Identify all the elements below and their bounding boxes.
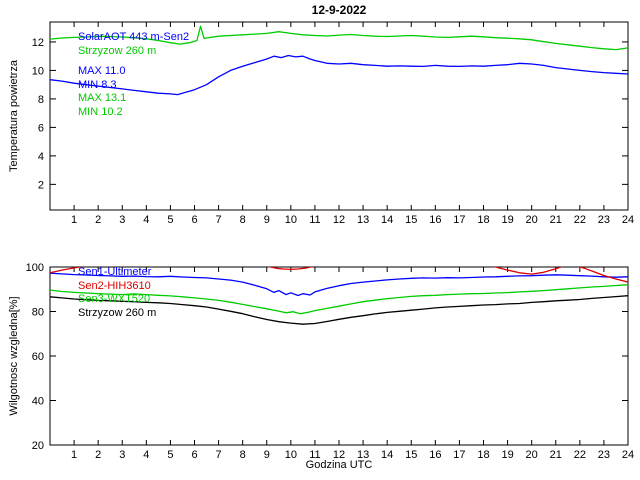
- x-tick-label: 21: [550, 214, 562, 226]
- series-sen3-wxt520: [50, 284, 628, 315]
- chart-title: 12-9-2022: [311, 3, 367, 17]
- legend-item: Strzyzow 260 m: [78, 306, 157, 319]
- x-tick-label: 5: [167, 214, 173, 226]
- x-tick-label: 9: [264, 214, 270, 226]
- x-tick-label: 8: [240, 449, 246, 461]
- series-sen2-hih3610: [50, 267, 628, 283]
- x-tick-label: 15: [405, 214, 417, 226]
- x-tick-label: 1: [71, 214, 77, 226]
- y-tick-label: 10: [32, 65, 44, 77]
- y-tick-label: 20: [32, 440, 44, 452]
- legend-item: Sen1-Ultimeter: [78, 266, 152, 278]
- legend-item: Strzyzow 260 m: [78, 44, 157, 57]
- x-tick-label: 13: [357, 449, 369, 461]
- legend-top-chart: SolarAOT 443 m-Sen2 Strzyzow 260 m MAX 11.…: [78, 31, 189, 119]
- x-tick-label: 15: [405, 449, 417, 461]
- x-tick-label: 20: [526, 214, 538, 226]
- x-tick-label: 11: [309, 449, 320, 461]
- x-tick-label: 10: [285, 449, 297, 461]
- x-tick-label: 11: [309, 214, 320, 226]
- x-tick-label: 14: [381, 214, 393, 226]
- legend-item: MAX 11.0: [78, 65, 126, 77]
- x-tick-label: 2: [95, 449, 101, 461]
- y-tick-label: 6: [38, 122, 44, 134]
- y-tick-label: 60: [32, 351, 44, 363]
- x-tick-label: 19: [501, 214, 513, 226]
- bottom-y-axis-label: Wilgotnosc wzgledna[%]: [8, 296, 20, 416]
- x-tick-label: 23: [598, 214, 610, 226]
- x-tick-label: 1: [71, 449, 77, 461]
- legend-item: MIN 8.3: [78, 78, 117, 91]
- x-tick-label: 12: [333, 449, 345, 461]
- y-tick-label: 4: [38, 151, 44, 163]
- x-tick-label: 24: [622, 449, 634, 461]
- x-tick-label: 3: [119, 214, 125, 226]
- y-tick-label: 2: [38, 179, 44, 191]
- x-tick-label: 16: [429, 449, 441, 461]
- x-tick-label: 7: [216, 214, 222, 226]
- x-tick-label: 3: [119, 449, 125, 461]
- x-tick-label: 4: [143, 449, 149, 461]
- legend-item: SolarAOT 443 m-Sen2: [78, 31, 190, 43]
- y-tick-label: 100: [26, 262, 44, 274]
- x-tick-label: 12: [333, 214, 345, 226]
- x-tick-label: 18: [477, 214, 489, 226]
- legend-item: Sen2-HIH3610: [78, 279, 151, 292]
- x-tick-label: 22: [574, 449, 586, 461]
- y-tick-label: 80: [32, 307, 44, 319]
- x-tick-label: 16: [429, 214, 441, 226]
- x-tick-label: 4: [143, 214, 149, 226]
- x-tick-label: 22: [574, 214, 586, 226]
- x-tick-label: 24: [622, 214, 634, 226]
- series-strzyzow-260-m: [50, 25, 628, 51]
- x-tick-label: 21: [550, 449, 562, 461]
- legend-item: Sen3-WXT520: [78, 293, 151, 305]
- y-tick-label: 12: [32, 37, 44, 49]
- x-tick-label: 2: [95, 214, 101, 226]
- series-sen1-ultimeter: [50, 272, 628, 297]
- legend-item: MAX 13.1: [78, 92, 127, 104]
- top-y-axis-label: Temperatura powietrza: [8, 60, 20, 172]
- x-tick-label: 7: [216, 449, 222, 461]
- x-axis-label: Godzina UTC: [305, 459, 373, 471]
- x-tick-label: 6: [191, 214, 197, 226]
- x-tick-label: 8: [240, 214, 246, 226]
- y-tick-label: 40: [32, 396, 44, 408]
- series-solaraot-443-m-sen2: [50, 54, 628, 96]
- x-tick-label: 5: [167, 449, 173, 461]
- x-tick-label: 18: [477, 449, 489, 461]
- x-tick-label: 9: [264, 449, 270, 461]
- x-tick-label: 14: [381, 449, 393, 461]
- y-tick-label: 8: [38, 94, 44, 106]
- x-tick-label: 17: [453, 214, 465, 226]
- x-tick-label: 19: [501, 449, 513, 461]
- x-tick-label: 13: [357, 214, 369, 226]
- legend-bottom-chart: Sen1-Ultimeter Sen2-HIH3610 Sen3-WXT520 Str…: [78, 266, 156, 320]
- series-strzyzow-260-m: [50, 295, 628, 325]
- legend-item: MIN 10.2: [78, 105, 123, 118]
- x-tick-label: 17: [453, 449, 465, 461]
- x-tick-label: 23: [598, 449, 610, 461]
- x-tick-label: 20: [526, 449, 538, 461]
- x-tick-label: 6: [191, 449, 197, 461]
- x-tick-label: 10: [285, 214, 297, 226]
